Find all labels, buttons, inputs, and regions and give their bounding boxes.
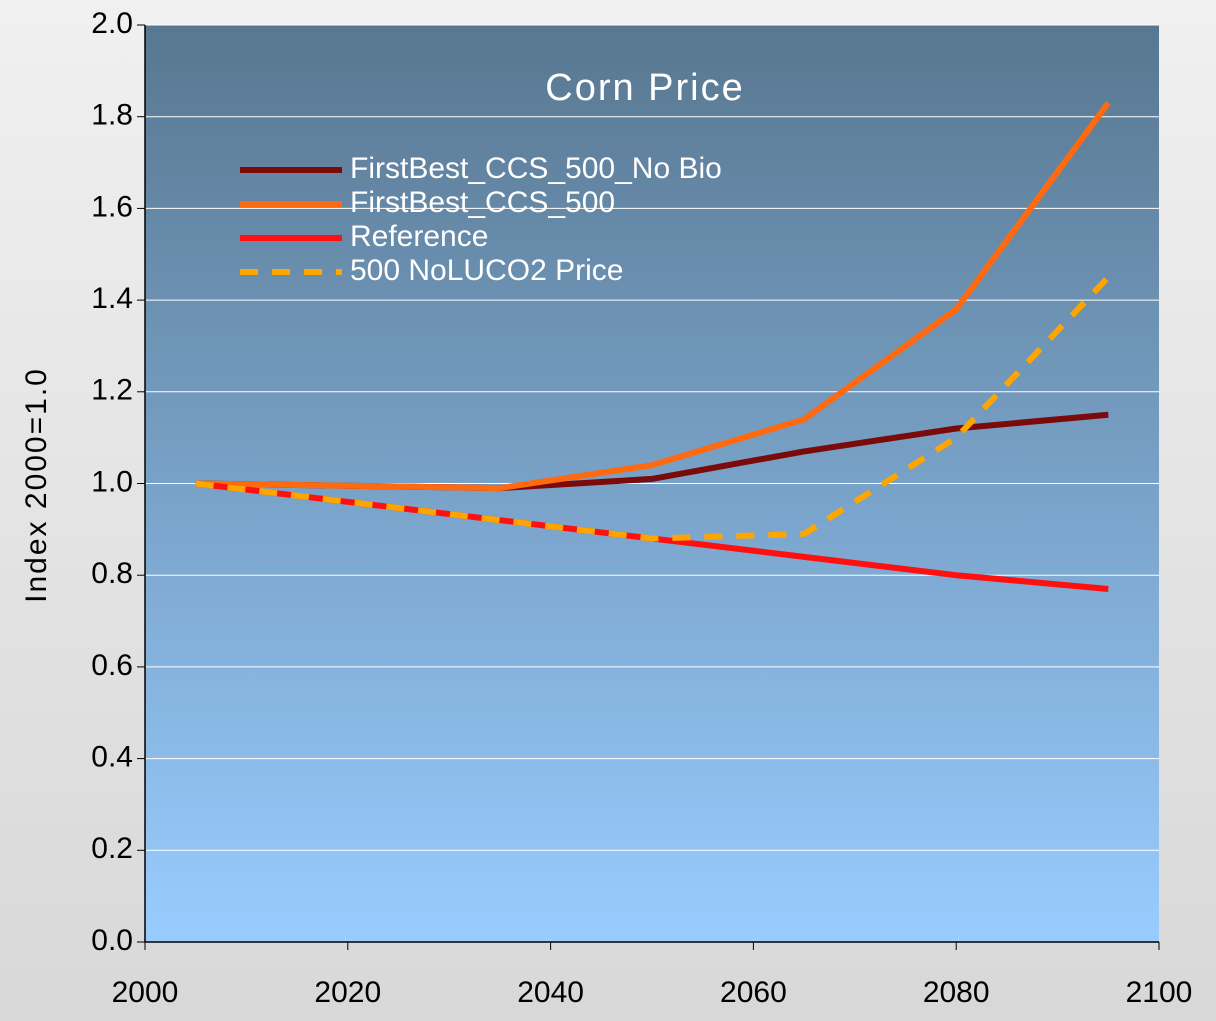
legend-label: FirstBest_CCS_500_No Bio	[350, 152, 722, 185]
y-axis-label: Index 2000=1.0	[20, 367, 53, 603]
x-tick-label: 2000	[112, 976, 179, 1009]
series-line	[195, 101, 1111, 492]
series-line	[195, 480, 1109, 592]
y-tick-label: 1.2	[91, 374, 133, 407]
legend-label: 500 NoLUCO2 Price	[350, 254, 623, 287]
y-tick-label: 0.8	[91, 557, 133, 590]
legend-label: Reference	[350, 220, 488, 253]
x-tick-label: 2060	[720, 976, 787, 1009]
chart-title: Corn Price	[545, 67, 745, 109]
y-tick-label: 1.4	[91, 282, 133, 315]
y-tick-label: 0.0	[91, 924, 133, 957]
x-tick-label: 2020	[314, 976, 381, 1009]
legend-label: FirstBest_CCS_500	[350, 186, 615, 219]
y-tick-label: 0.4	[91, 741, 133, 774]
y-tick-label: 1.0	[91, 465, 133, 498]
x-tick-label: 2080	[923, 976, 990, 1009]
x-tick-label: 2100	[1126, 976, 1193, 1009]
y-tick-label: 1.6	[91, 190, 133, 223]
y-tick-label: 2.0	[91, 7, 133, 40]
x-tick-label: 2040	[517, 976, 584, 1009]
y-tick-label: 0.6	[91, 649, 133, 682]
y-tick-label: 0.2	[91, 832, 133, 865]
y-tick-label: 1.8	[91, 99, 133, 132]
